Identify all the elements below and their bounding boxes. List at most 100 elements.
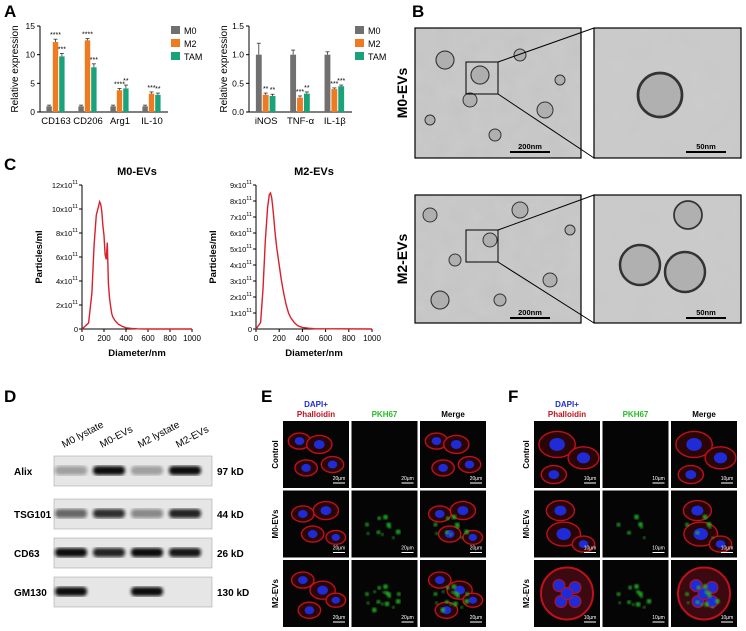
tem-frame [414,194,582,324]
significance-mark: **** [50,32,61,39]
zoom-connector [497,93,595,159]
pkh67-signal [634,514,639,520]
legend-swatch-m2 [171,39,180,47]
x-tick-label: 1000 [183,334,201,343]
y-axis-label: Relative expression [219,25,230,112]
nucleus [331,596,340,604]
tem-row-label-m2: M2-EVs [394,234,410,285]
column-header-dapi: DAPI+ [304,400,328,409]
pkh67-signal [377,585,382,590]
nucleus [327,460,338,469]
nucleus [715,540,726,549]
pkh67-signal [376,530,381,535]
x-tick-label: IL-1β [324,116,346,127]
vesicle [424,114,436,126]
vesicle [462,92,478,108]
nucleus [298,509,308,518]
micrograph-background [351,421,418,488]
micrograph-tile: 20μm [420,490,486,558]
vesicle [636,71,684,119]
x-tick-label: 1000 [363,334,381,343]
significance-mark: ** [263,86,269,93]
micrograph-background [602,421,669,488]
legend-swatch-m2 [355,39,364,47]
scale-bar-label: 20μm [333,615,346,621]
y-tick-label: 1.5 [232,21,244,31]
pkh67-signal [631,603,635,606]
micrograph-tile: 20μm [351,490,418,558]
line-chart-c-right: M2-EVs 0 1x1011 2x1011 3x1011 4x1011 5x1011 6x1… [208,166,381,359]
column-header-merge: Merge [441,410,465,419]
chart-title: M0-EVs [117,166,157,178]
bar-m2 [331,89,338,112]
y-tick-label: 4x1011 [56,276,78,286]
pkh67-signal [445,530,449,535]
micrograph-background [351,490,418,558]
pkh67-signal [700,603,704,606]
panel-label-d: D [4,387,16,406]
y-tick-label: 0.0 [232,107,244,117]
tem-texture [594,195,741,323]
x-tick-label: IL-10 [141,116,163,127]
row-label: M0-EVs [522,509,531,538]
significance-mark: *** [337,78,345,85]
panel-label-c: C [4,155,16,174]
nucleus [464,460,475,469]
scale-bar-label: 10μm [652,546,665,552]
y-tick-label: 0.5 [232,78,244,88]
y-tick-label: 0 [248,325,252,334]
bar-m2 [116,90,123,112]
pkh67-signal [433,592,438,596]
zoom-connector [497,261,595,324]
blot-band [169,548,201,557]
pkh67-signal [618,601,621,605]
blot-band [55,509,87,518]
y-axis-label: Particles/ml [208,230,219,283]
legend-label-m0: M0 [184,26,197,36]
pkh67-signal [365,522,369,527]
micrograph-tile: 20μm [283,490,349,558]
nucleus [691,505,704,516]
blot-band [55,548,87,557]
micrograph-background [602,490,669,558]
micrograph-tile: 10μm [671,421,737,488]
y-tick-label: 8x1011 [230,196,252,206]
nucleus [713,452,728,464]
pkh67-signal [435,601,438,605]
nucleus [685,470,697,480]
micrograph-tile: 10μm [671,560,737,627]
protein-label: TSG101 [14,510,52,521]
significance-mark: **** [82,32,93,39]
bar-m2 [297,97,303,112]
pkh67-signal [440,607,446,613]
legend-label-tam: TAM [368,52,386,62]
vesicle [488,128,502,142]
pkh67-signal [451,584,457,589]
pkh67-signal [451,591,454,594]
bar-m2 [52,42,59,113]
x-tick-label: iNOS [255,116,278,127]
x-tick-label: 600 [319,334,333,343]
nucleus [304,606,315,615]
nucleus [320,506,332,516]
nucleus [468,596,477,604]
pkh67-signal [646,598,652,604]
pkh67-signal [460,605,464,609]
y-tick-label: 4x1011 [230,260,252,270]
micrograph-background [602,560,669,627]
pkh67-signal [686,601,690,605]
pkh67-signal [627,600,631,604]
row-label: M2-EVs [271,579,280,608]
pkh67-signal [704,602,709,607]
nucleus [693,528,708,541]
pkh67-signal [616,592,621,596]
pkh67-signal [386,522,392,528]
legend-label-m2: M2 [368,39,381,49]
y-tick-label: 2x1011 [230,292,252,302]
protein-label: GM130 [14,588,47,599]
pkh67-signal [441,590,445,594]
pkh67-signal [695,530,700,535]
